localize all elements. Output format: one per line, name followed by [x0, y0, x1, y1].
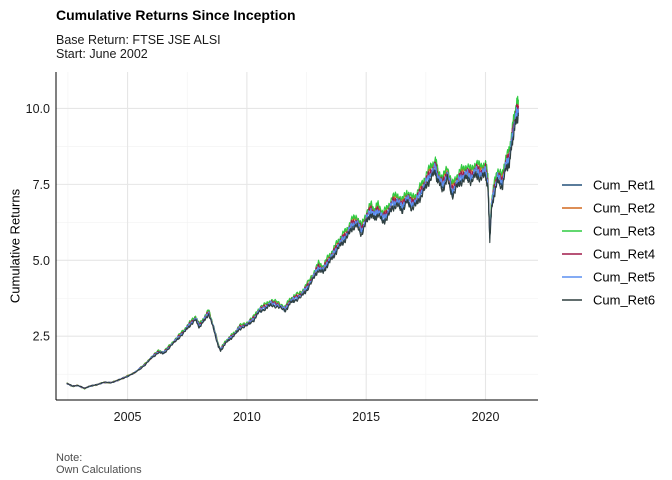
tick-labels: 2005 2010 2015 2020 2.5 5.0 7.5 10.0 — [26, 102, 500, 424]
x-tick-label: 2005 — [114, 410, 142, 424]
y-tick-label: 5.0 — [33, 254, 50, 268]
series-line-cum-ret3 — [66, 95, 519, 390]
y-tick-label: 7.5 — [33, 178, 50, 192]
legend-label-cum-ret3: Cum_Ret3 — [593, 224, 655, 239]
caption-line-1: Note: — [56, 452, 83, 464]
legend-label-cum-ret4: Cum_Ret4 — [593, 247, 655, 262]
series-lines — [66, 95, 519, 390]
chart-subtitle: Base Return: FTSE JSE ALSI Start: June 2… — [56, 33, 221, 61]
chart-caption: Note: Own Calculations — [56, 452, 142, 476]
chart-title: Cumulative Returns Since Inception — [56, 7, 296, 23]
series-line-cum-ret2 — [66, 99, 519, 390]
legend-label-cum-ret2: Cum_Ret2 — [593, 201, 655, 216]
legend-label-cum-ret6: Cum_Ret6 — [593, 293, 655, 308]
series-line-cum-ret6 — [66, 112, 519, 389]
y-tick-label: 2.5 — [33, 330, 50, 344]
legend-label-cum-ret1: Cum_Ret1 — [593, 178, 655, 193]
subtitle-line-2: Start: June 2002 — [56, 47, 148, 61]
subtitle-line-1: Base Return: FTSE JSE ALSI — [56, 33, 221, 47]
series-line-cum-ret4 — [66, 103, 519, 390]
series-line-cum-ret5 — [66, 106, 519, 389]
grid — [56, 72, 538, 400]
legend: Cum_Ret1 Cum_Ret2 Cum_Ret3 Cum_Ret4 Cum_Ret5… — [562, 178, 655, 308]
x-tick-label: 2015 — [352, 410, 380, 424]
legend-label-cum-ret5: Cum_Ret5 — [593, 270, 655, 285]
y-tick-label: 10.0 — [26, 102, 50, 116]
axes — [55, 72, 538, 401]
series-line-cum-ret1 — [66, 107, 519, 390]
caption-line-2: Own Calculations — [56, 464, 142, 476]
x-tick-label: 2020 — [472, 410, 500, 424]
x-tick-label: 2010 — [233, 410, 261, 424]
